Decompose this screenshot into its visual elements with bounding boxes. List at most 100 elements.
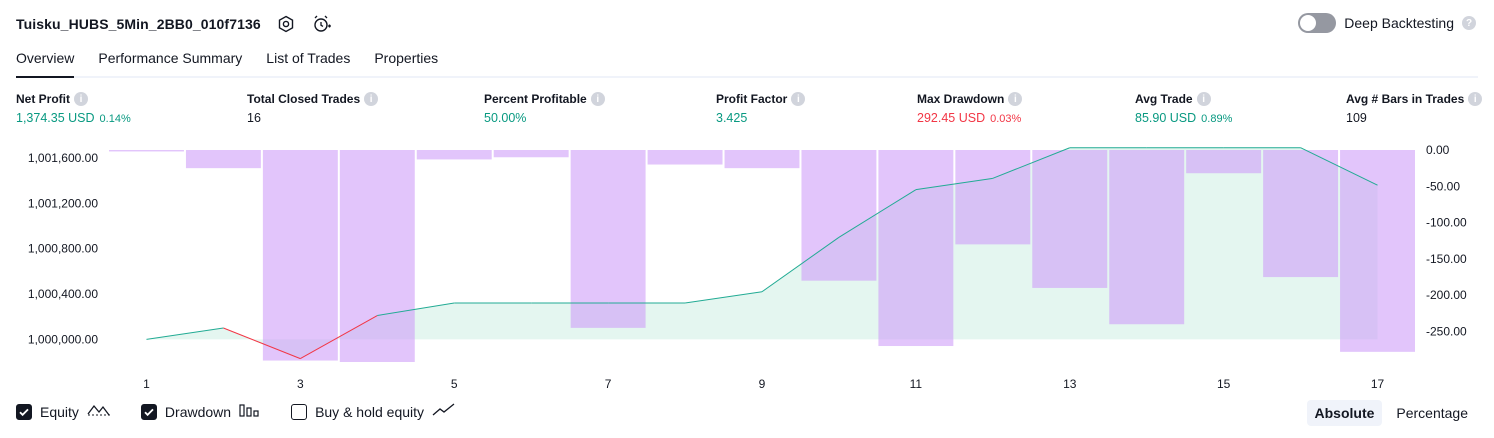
metrics-row: Net Profit i 1,374.35 USD 0.14% Total Clos… [16,92,1483,132]
right-axis-tick-label: -50.00 [1426,179,1460,193]
drawdown-bar [1340,150,1415,352]
drawdown-bar [1032,150,1108,288]
drawdown-bar [724,150,800,169]
info-icon[interactable]: i [791,92,806,106]
x-axis-tick-label: 5 [451,377,458,391]
legend-drawdown-label: Drawdown [164,403,232,420]
metric-percent: 0.89% [1201,113,1233,125]
legend-equity[interactable]: Equity [16,403,111,420]
left-axis-tick-label: 1,000,400.00 [28,287,98,301]
buy-hold-checkbox[interactable] [291,403,308,420]
equity-checkbox[interactable] [16,403,32,420]
metric-percent-profitable: Percent Profitable i 50.00% [484,92,605,125]
metric-label: Total Closed Trades [247,92,361,106]
metric-value: 109 [1346,111,1367,125]
metric-net-profit: Net Profit i 1,374.35 USD 0.14% [16,92,131,125]
x-axis-tick-label: 3 [297,377,304,391]
x-axis-tick-label: 7 [605,377,612,391]
metric-label: Net Profit [16,92,70,106]
equity-line-segment [223,327,301,360]
metric-max-drawdown: Max Drawdown i 292.45 USD 0.03% [917,92,1023,125]
x-axis-tick-label: 11 [910,377,923,391]
metric-value: 85.90 USD [1135,111,1197,125]
right-axis-tick-label: -200.00 [1426,288,1467,302]
tab-list-of-trades[interactable]: List of Trades [266,50,351,66]
x-axis-tick-label: 1 [143,377,150,391]
right-axis-tick-label: -100.00 [1426,216,1467,230]
left-axis-tick-label: 1,000,000.00 [28,332,98,346]
right-axis-tick-label: 0.00 [1426,143,1450,157]
chart-legend: Equity Drawdown Buy & hold equity [16,403,456,420]
equity-line-segment [761,236,840,293]
equity-line-segment [377,302,455,317]
x-axis-tick-label: 15 [1217,377,1231,391]
mode-percentage[interactable]: Percentage [1396,405,1468,421]
right-axis-tick-label: -150.00 [1426,252,1467,266]
equity-line-segment [915,177,993,191]
metric-label: Percent Profitable [484,92,587,106]
drawdown-bar [801,150,877,281]
toggle-knob [1300,15,1317,31]
drawdown-bar [1186,150,1262,174]
buy-hold-line-icon [432,403,456,420]
tab-properties[interactable]: Properties [374,50,439,66]
equity-drawdown-chart[interactable]: 1,001,600.00 1,001,200.00 1,000,800.00 1,00… [0,140,1494,392]
legend-equity-label: Equity [40,403,79,420]
metric-label: Avg Trade [1135,92,1193,106]
drawdown-bar [493,150,569,158]
drawdown-bar [339,150,415,362]
info-icon[interactable]: i [1008,92,1023,106]
legend-drawdown[interactable]: Drawdown [140,403,261,420]
drawdown-bar [955,150,1031,245]
equity-line-segment [838,189,917,238]
drawdown-bars-icon [239,403,261,420]
equity-line-segment [992,147,1070,179]
x-axis-tick-label: 13 [1063,377,1077,391]
metric-percent: 0.03% [990,113,1022,125]
x-axis-tick-label: 17 [1371,377,1385,391]
drawdown-bar [878,150,954,347]
metric-percent: 0.14% [99,113,131,125]
info-icon[interactable]: i [364,92,379,106]
info-icon[interactable]: i [1468,92,1483,106]
deep-backtesting: Deep Backtesting ? [1298,13,1476,33]
right-axis-tick-label: -250.00 [1426,325,1467,339]
add-alert-icon[interactable] [311,13,333,35]
equity-line-segment [1300,147,1378,186]
tab-bar: Overview Performance Summary List of Tra… [16,46,1478,78]
metric-avg-bars: Avg # Bars in Trades i 109 [1346,92,1483,125]
settings-icon[interactable] [275,13,297,35]
legend-buy-hold[interactable]: Buy & hold equity [291,403,456,420]
metric-label: Profit Factor [716,92,788,106]
equity-line-segment [300,315,378,360]
metric-value: 1,374.35 USD [16,111,95,125]
strategy-header: Tuisku_HUBS_5Min_2BB0_010f7136 [16,12,333,36]
scale-mode-switch: Absolute Percentage [1306,400,1477,426]
drawdown-bar [262,150,338,361]
metric-value: 16 [247,111,261,125]
metric-label: Max Drawdown [917,92,1005,106]
tab-performance-summary[interactable]: Performance Summary [98,50,243,66]
metric-value: 3.425 [716,111,748,125]
mode-absolute[interactable]: Absolute [1306,400,1383,426]
info-icon[interactable]: i [1196,92,1211,106]
help-icon[interactable]: ? [1462,16,1476,30]
drawdown-bar [647,150,723,165]
legend-buy-hold-label: Buy & hold equity [315,403,425,420]
metric-avg-trade: Avg Trade i 85.90 USD 0.89% [1135,92,1232,125]
deep-backtesting-toggle[interactable] [1298,13,1337,33]
equity-line-segment [684,291,763,304]
tab-overview[interactable]: Overview [16,46,75,78]
drawdown-bar [416,150,492,160]
metric-profit-factor: Profit Factor i 3.425 [716,92,806,125]
deep-backtesting-label: Deep Backtesting [1344,15,1454,31]
equity-line-icon [87,403,111,420]
drawdown-bar [1109,150,1185,325]
drawdown-checkbox[interactable] [140,403,157,420]
metric-label: Avg # Bars in Trades [1346,92,1465,106]
info-icon[interactable]: i [74,92,88,106]
info-icon[interactable]: i [590,92,605,106]
x-axis-tick-label: 9 [759,377,766,391]
left-axis-tick-label: 1,001,200.00 [28,196,98,210]
left-axis-tick-label: 1,001,600.00 [28,151,98,165]
